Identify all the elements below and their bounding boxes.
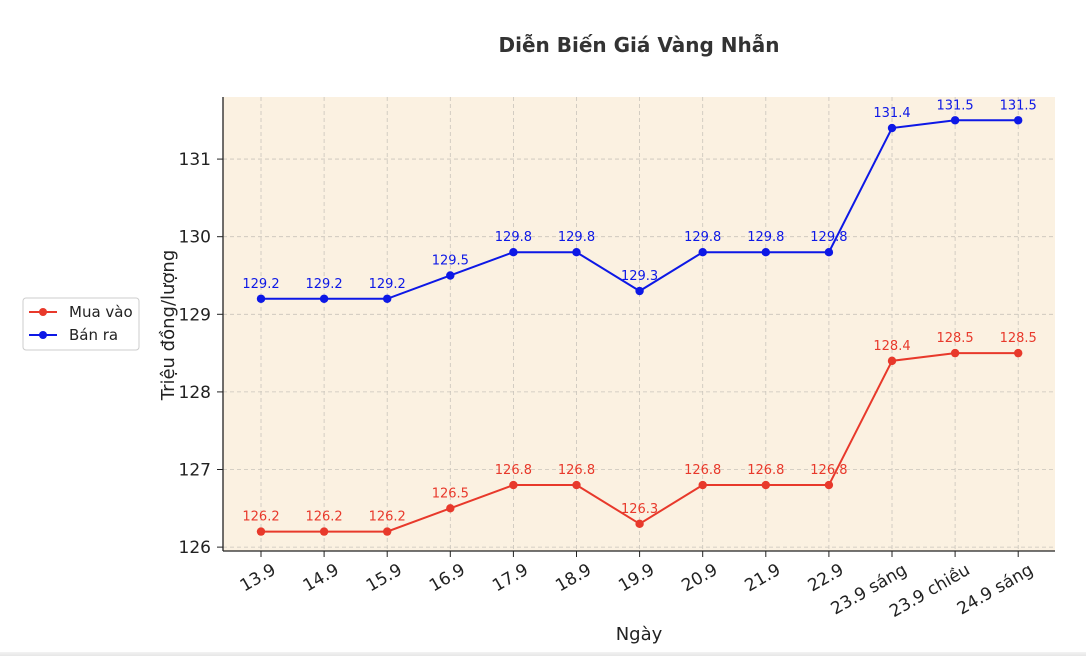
data-point <box>1014 348 1023 358</box>
data-label: 131.5 <box>1000 98 1037 113</box>
legend-entry-label: Bán ra <box>69 326 118 344</box>
data-point <box>446 504 455 513</box>
data-label: 129.2 <box>305 277 342 292</box>
data-point <box>635 286 644 296</box>
data-point <box>761 248 770 257</box>
x-tick-label: 19.9 <box>615 560 658 596</box>
data-point <box>698 480 707 490</box>
plot-area <box>223 97 1055 551</box>
y-tick-label: 128 <box>179 383 211 403</box>
y-tick-label: 130 <box>179 228 211 248</box>
data-label: 126.2 <box>305 510 342 525</box>
data-label: 129.2 <box>242 277 279 292</box>
y-tick-label: 127 <box>179 461 211 481</box>
x-tick-label: 15.9 <box>363 560 406 596</box>
data-label: 126.2 <box>242 510 279 525</box>
data-label: 129.5 <box>432 253 469 268</box>
data-point <box>319 527 329 536</box>
y-tick-label: 126 <box>179 538 211 558</box>
grid-lines <box>223 97 1055 551</box>
data-point <box>256 294 266 303</box>
data-label: 128.5 <box>936 331 973 346</box>
data-point <box>950 116 960 125</box>
data-point <box>256 527 266 536</box>
data-label: 126.8 <box>747 463 784 478</box>
data-label: 129.8 <box>810 230 847 245</box>
legend-entry-label: Mua vào <box>69 303 133 321</box>
data-label: 126.8 <box>558 463 595 478</box>
data-point <box>824 248 834 257</box>
data-point <box>887 356 897 366</box>
data-point <box>383 294 392 303</box>
legend-swatch-marker <box>39 331 47 339</box>
x-tick-label: 13.9 <box>237 560 280 596</box>
data-point <box>761 480 770 490</box>
data-label: 131.4 <box>873 106 910 121</box>
data-label: 129.8 <box>684 230 721 245</box>
data-label: 128.4 <box>873 339 910 354</box>
y-axis-label: Triệu đồng/lượng <box>158 250 179 402</box>
data-label: 126.8 <box>684 463 721 478</box>
axes <box>222 97 1055 552</box>
data-label: 129.8 <box>495 230 532 245</box>
data-label: 129.8 <box>747 230 784 245</box>
x-tick-label: 22.9 <box>805 560 848 596</box>
data-label: 126.5 <box>432 486 469 501</box>
data-point <box>383 527 392 536</box>
data-point <box>887 123 897 133</box>
series-layer: 126.2 126.2 126.2 126.5 126.8 126.8 126.3 126.8… <box>242 98 1037 536</box>
x-tick-label: 14.9 <box>300 560 343 596</box>
data-point <box>572 248 581 257</box>
data-point <box>824 480 834 490</box>
data-point <box>635 519 644 529</box>
data-label: 126.8 <box>495 463 532 478</box>
series-mua-vao: 126.2 126.2 126.2 126.5 126.8 126.8 126.3 126.8… <box>242 331 1037 536</box>
data-point <box>1014 116 1023 125</box>
data-label: 129.3 <box>621 269 658 284</box>
data-label: 126.2 <box>369 510 406 525</box>
x-tick-label: 21.9 <box>742 560 785 596</box>
data-label: 131.5 <box>936 98 973 113</box>
data-label: 129.8 <box>558 230 595 245</box>
chart-title: Diễn Biến Giá Vàng Nhẫn <box>499 33 780 57</box>
x-tick-label: 17.9 <box>489 560 532 596</box>
x-tick-label: 20.9 <box>678 560 721 596</box>
data-label: 126.8 <box>810 463 847 478</box>
x-tick-label: 16.9 <box>426 560 469 596</box>
legend: Mua vào Bán ra <box>22 297 140 351</box>
series-ban-ra: 129.2 129.2 129.2 129.5 129.8 129.8 129.3 129.8… <box>242 98 1037 303</box>
data-point <box>319 294 329 303</box>
data-point <box>698 248 707 257</box>
data-label: 126.3 <box>621 502 658 517</box>
data-label: 129.2 <box>369 277 406 292</box>
data-point <box>509 248 518 257</box>
data-label: 128.5 <box>1000 331 1037 346</box>
legend-swatch-marker <box>39 308 47 316</box>
x-axis-label: Ngày <box>616 624 663 645</box>
y-tick-label: 131 <box>179 150 211 170</box>
x-axis-ticks: 13.9 14.9 15.9 16.9 17.9 18.9 19.9 20.9 21.9 22.9… <box>237 551 1037 622</box>
data-point <box>446 271 455 280</box>
data-point <box>950 348 960 358</box>
y-tick-label: 129 <box>179 305 211 325</box>
window-bottom-edge <box>0 652 1086 656</box>
y-axis-ticks: 126 127 128 129 130 131 <box>179 150 223 558</box>
data-point <box>509 480 518 490</box>
x-tick-label: 18.9 <box>552 560 595 596</box>
data-point <box>572 480 581 490</box>
